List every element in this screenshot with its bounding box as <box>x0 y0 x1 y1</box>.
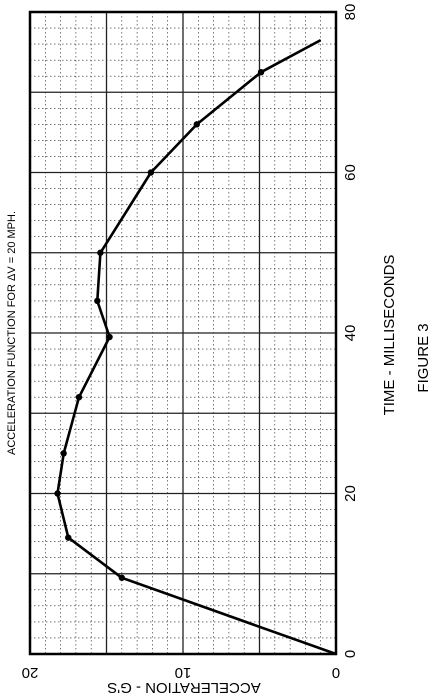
data-point <box>147 169 155 176</box>
x-tick-label: 40 <box>342 325 359 342</box>
chart-marks <box>54 38 337 656</box>
plot-frame <box>28 10 338 656</box>
y-tick-label: 0 <box>332 664 340 681</box>
data-point <box>193 121 200 128</box>
y-tick-label: 20 <box>22 664 39 681</box>
tick-labels: 0 20 40 60 80 0 10 20 <box>22 4 359 681</box>
x-axis-label: TIME - MILLISECONDS <box>381 255 398 416</box>
data-point <box>54 490 61 497</box>
figure-label: FIGURE 3 <box>415 323 432 392</box>
data-point <box>60 450 67 457</box>
x-tick-label: 20 <box>342 485 359 502</box>
data-point <box>75 394 83 401</box>
chart-grid <box>29 11 337 655</box>
data-point <box>94 297 101 305</box>
data-point <box>65 534 72 541</box>
data-point <box>257 68 265 76</box>
data-point <box>106 333 113 341</box>
data-point <box>118 574 126 581</box>
y-axis-label: ACCELERATION - G'S <box>107 679 260 693</box>
x-tick-label: 0 <box>342 650 359 658</box>
data-point <box>97 249 104 256</box>
y-tick-label: 10 <box>175 664 192 681</box>
chart-title: ACCELERATION FUNCTION FOR ΔV = 20 MPH. <box>6 211 18 455</box>
series-line <box>56 38 337 656</box>
x-tick-label: 80 <box>342 4 359 21</box>
x-tick-label: 60 <box>342 164 359 181</box>
